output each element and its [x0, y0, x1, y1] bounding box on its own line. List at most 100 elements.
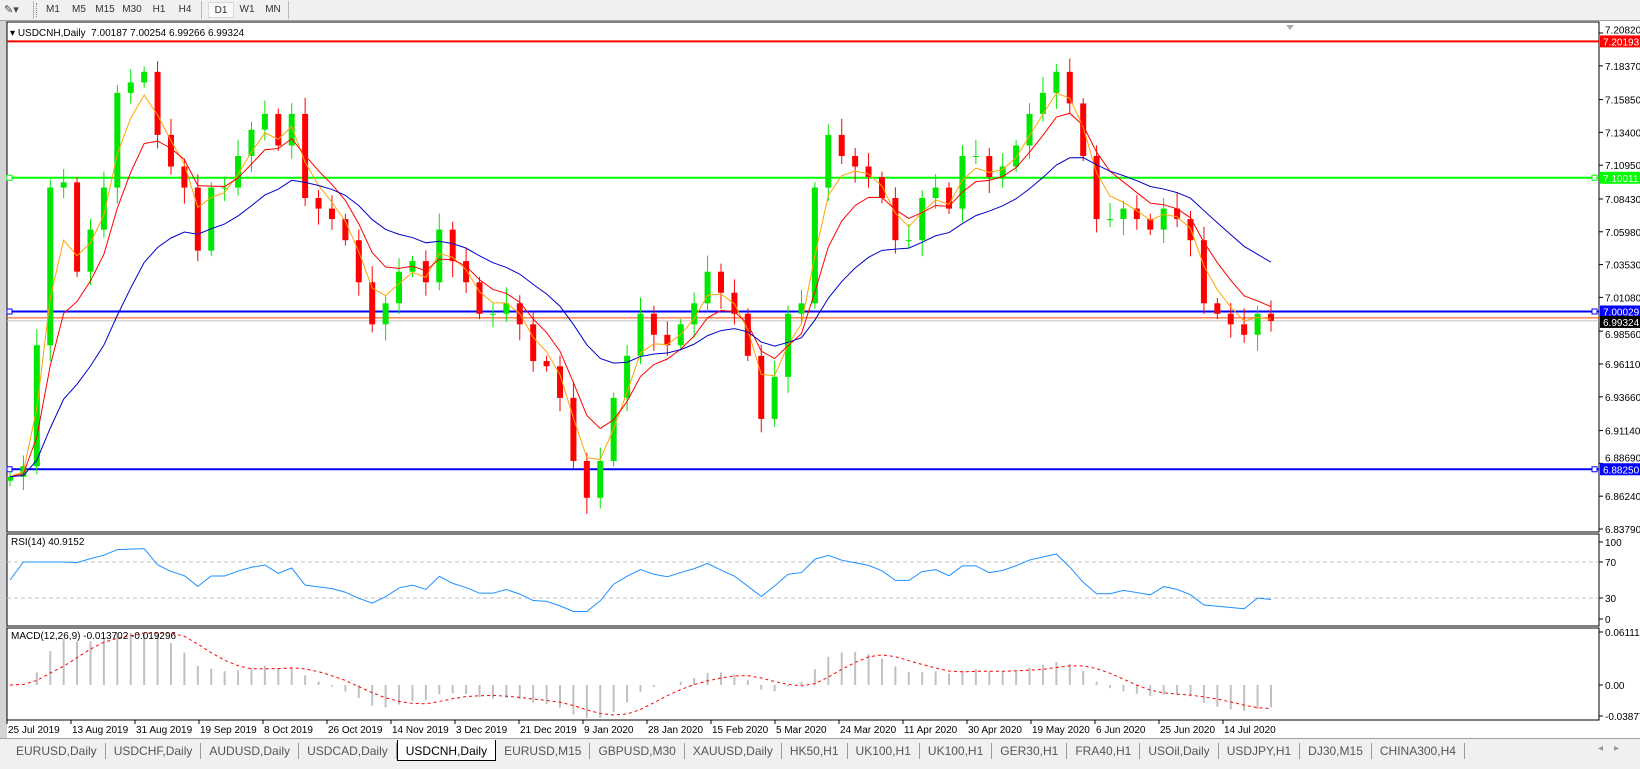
candle-body: [959, 155, 966, 209]
chart-tab[interactable]: UK100,H1: [920, 743, 993, 759]
chart-tab[interactable]: FRA40,H1: [1067, 743, 1141, 759]
chart-tab[interactable]: EURUSD,Daily: [8, 743, 106, 759]
candle-body: [503, 303, 510, 314]
chart-tab[interactable]: USOil,Daily: [1140, 743, 1219, 759]
candle-body: [87, 229, 94, 272]
ohlc-readout: 7.00187 7.00254 6.99266 6.99324: [91, 28, 245, 39]
candle-body: [60, 182, 67, 188]
candle-body: [637, 313, 644, 356]
timeframe-m30[interactable]: M30: [122, 4, 142, 15]
candle-body: [811, 187, 818, 304]
x-tick-label: 25 Jun 2020: [1160, 725, 1215, 736]
candle-body: [1107, 219, 1114, 221]
chart-tab[interactable]: USDCAD,Daily: [299, 743, 397, 759]
candle-body: [489, 313, 496, 315]
candle-body: [1174, 208, 1181, 220]
candle-body: [288, 113, 295, 146]
chart-tab[interactable]: GBPUSD,M30: [590, 743, 685, 759]
candle-body: [248, 129, 255, 156]
y-tick-label: 6.91140: [1605, 427, 1640, 438]
candle-body: [892, 198, 899, 241]
candle-body: [1053, 71, 1060, 93]
y-tick-label: 7.05980: [1605, 228, 1640, 239]
price-label: 6.88250: [1603, 465, 1640, 476]
candle-body: [1093, 155, 1100, 220]
chart-title: ▾ USDCNH,Daily 7.00187 7.00254 6.99266 6…: [10, 28, 245, 39]
candle-body: [825, 134, 832, 188]
x-tick-label: 5 Mar 2020: [776, 725, 827, 736]
chart-window[interactable]: [0, 21, 1640, 738]
candle-body: [181, 166, 188, 188]
candle-body: [852, 155, 859, 167]
chart-tab[interactable]: AUDUSD,Daily: [201, 743, 300, 759]
macd-tick-label: 0.061119: [1605, 628, 1640, 639]
candle-body: [986, 155, 993, 177]
candle-body: [328, 208, 335, 220]
y-tick-label: 7.13400: [1605, 128, 1640, 139]
timeframe-m15[interactable]: M15: [95, 4, 115, 15]
x-tick-label: 19 Sep 2019: [200, 725, 257, 736]
chart-tab[interactable]: USDCNH,Daily: [396, 740, 497, 761]
chart-tab[interactable]: USDCHF,Daily: [106, 743, 202, 759]
candle-body: [396, 271, 403, 304]
toolbar-grip[interactable]: [36, 3, 39, 17]
candle-body: [1241, 324, 1248, 335]
timeframe-m1[interactable]: M1: [46, 4, 60, 15]
chart-tab[interactable]: UK100,H1: [848, 743, 920, 759]
candle-body: [74, 182, 81, 272]
candle-body: [1133, 208, 1140, 220]
toolbar-divider: [33, 1, 34, 19]
x-tick-label: 30 Apr 2020: [968, 725, 1022, 736]
chart-tab[interactable]: CHINA300,H4: [1372, 743, 1465, 759]
x-tick-label: 14 Nov 2019: [392, 725, 449, 736]
chart-tab[interactable]: XAUUSD,Daily: [685, 743, 782, 759]
price-label-bg: [1600, 35, 1640, 48]
candle-body: [691, 303, 698, 325]
candle-body: [583, 460, 590, 498]
candle-body: [463, 261, 470, 283]
price-label-bg: [1600, 463, 1640, 476]
chart-tab[interactable]: EURUSD,M15: [496, 743, 591, 759]
current-price-label: 6.99324: [1603, 318, 1640, 329]
symbol-title: USDCNH,Daily: [17, 28, 86, 39]
chart-tab[interactable]: HK50,H1: [782, 743, 848, 759]
price-chart[interactable]: 7.20820 7.18370 7.15850 7.13400 7.10950 7.084…: [0, 0, 1640, 738]
timeframe-h1[interactable]: H1: [152, 4, 166, 15]
candle-body: [315, 198, 322, 209]
candle-body: [342, 219, 349, 241]
y-tick-label: 7.08430: [1605, 195, 1640, 206]
candle-body: [1160, 208, 1167, 230]
tab-scroll-right-icon[interactable]: ▸: [1614, 743, 1620, 754]
tab-scroll-left-icon[interactable]: ◂: [1598, 743, 1604, 754]
candle-body: [208, 187, 215, 251]
candle-body: [1147, 219, 1154, 230]
y-tick-label: 7.15850: [1605, 96, 1640, 107]
x-tick-label: 14 Jul 2020: [1224, 725, 1276, 736]
candle-body: [382, 303, 389, 325]
line-studies-icon[interactable]: ✎▾: [4, 4, 19, 16]
candle-body: [758, 355, 765, 419]
candle-body: [557, 366, 564, 398]
candle-body: [798, 303, 805, 314]
candle-body: [878, 176, 885, 199]
timeframe-w1[interactable]: W1: [239, 4, 255, 15]
timeframe-m5[interactable]: M5: [72, 4, 86, 15]
candle-body: [1200, 240, 1207, 304]
ma-slow-line: [9, 157, 1272, 478]
rsi-tick-label: 100: [1605, 538, 1622, 549]
timeframe-d1[interactable]: D1: [208, 2, 234, 18]
timeframe-mn[interactable]: MN: [265, 4, 281, 15]
chart-tab[interactable]: USDJPY,H1: [1219, 743, 1301, 759]
candle-body: [221, 187, 228, 189]
y-tick-label: 6.93660: [1605, 393, 1640, 404]
chart-tab[interactable]: DJ30,M15: [1300, 743, 1372, 759]
candle-body: [905, 240, 912, 242]
candle-body: [1039, 92, 1046, 114]
toolbar-divider: [288, 1, 289, 19]
line-handle: [6, 466, 13, 473]
rsi-tick-label: 70: [1605, 558, 1617, 569]
chart-tab[interactable]: GER30,H1: [992, 743, 1068, 759]
candle-body: [717, 271, 724, 293]
timeframe-h4[interactable]: H4: [178, 4, 192, 15]
candle-body: [1013, 145, 1020, 167]
